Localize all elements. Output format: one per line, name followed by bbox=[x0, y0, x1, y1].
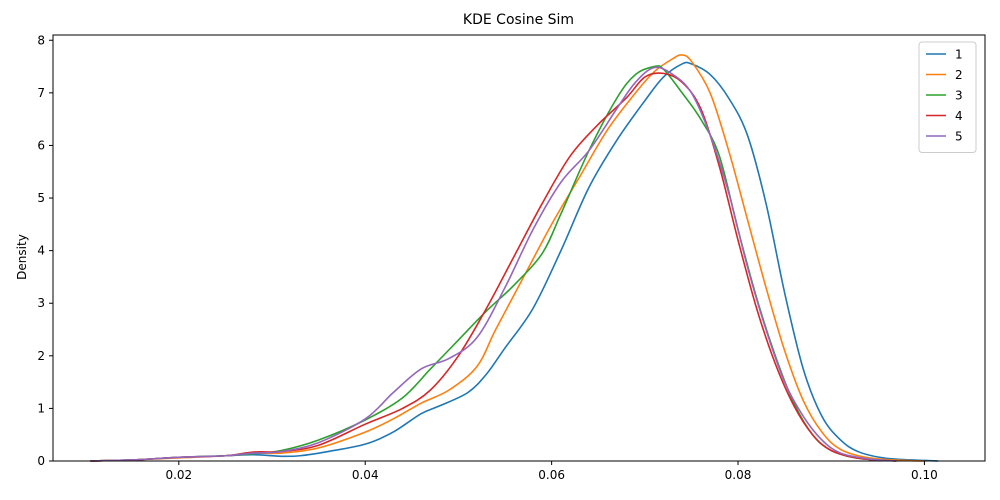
legend-label-4: 4 bbox=[955, 109, 963, 123]
plot-frame bbox=[52, 34, 986, 462]
y-tick-label: 4 bbox=[37, 244, 45, 258]
x-tick-label: 0.10 bbox=[911, 468, 938, 482]
legend-label-2: 2 bbox=[955, 68, 963, 82]
y-tick-label: 3 bbox=[37, 296, 45, 310]
chart-title: KDE Cosine Sim bbox=[463, 12, 574, 28]
y-tick-label: 0 bbox=[37, 454, 45, 468]
y-axis: 0 1 2 3 4 5 6 7 8 bbox=[37, 33, 53, 468]
y-tick-label: 1 bbox=[37, 401, 45, 415]
y-tick-label: 5 bbox=[37, 191, 45, 205]
y-tick-label: 2 bbox=[37, 349, 45, 363]
x-tick-label: 0.04 bbox=[352, 468, 379, 482]
y-axis-label: Density bbox=[15, 234, 29, 280]
legend-label-1: 1 bbox=[955, 48, 963, 62]
x-axis: 0.02 0.04 0.06 0.08 0.10 bbox=[165, 461, 938, 482]
legend-box bbox=[918, 41, 977, 153]
x-tick-label: 0.08 bbox=[725, 468, 752, 482]
y-tick-label: 8 bbox=[37, 33, 45, 47]
series-layer bbox=[90, 54, 939, 462]
series-line-3 bbox=[90, 65, 897, 462]
x-tick-label: 0.02 bbox=[165, 468, 192, 482]
series-line-4 bbox=[90, 72, 897, 462]
series-line-1 bbox=[90, 61, 939, 462]
series-line-5 bbox=[90, 66, 897, 462]
legend: 1 2 3 4 5 bbox=[918, 41, 977, 153]
series-line-2 bbox=[90, 54, 925, 462]
x-tick-label: 0.06 bbox=[538, 468, 565, 482]
legend-label-5: 5 bbox=[955, 130, 963, 144]
y-tick-label: 6 bbox=[37, 138, 45, 152]
legend-label-3: 3 bbox=[955, 89, 963, 103]
y-tick-label: 7 bbox=[37, 86, 45, 100]
